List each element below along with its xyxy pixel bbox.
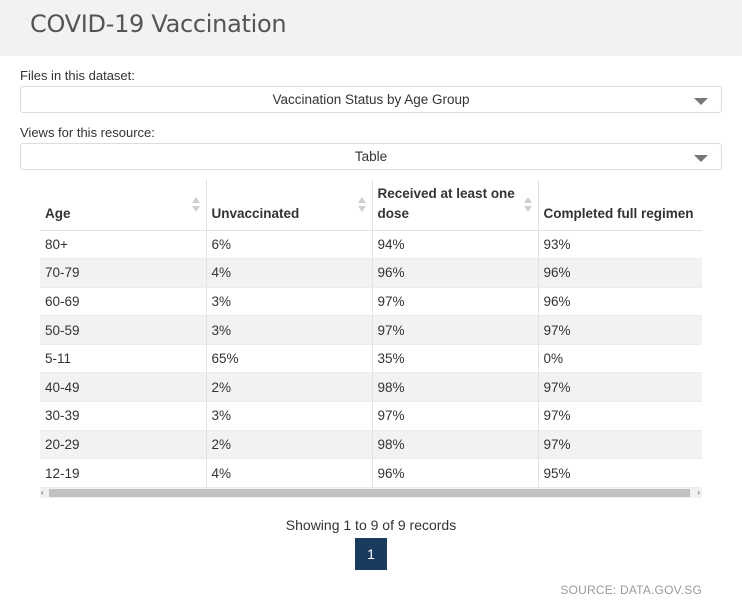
table-cell: 97% [372,315,539,345]
scroll-right-arrow-icon[interactable]: › [697,488,700,497]
table-cell: 40-49 [40,372,207,403]
column-header-label: Unvaccinated [211,205,300,221]
table-cell: 97% [372,401,539,431]
table-cell: 30-39 [40,401,207,431]
table-cell: 65% [206,344,373,374]
records-summary: Showing 1 to 9 of 9 records [285,517,457,533]
source-credit: SOURCE: DATA.GOV.SG [560,583,702,597]
sort-icon [191,197,200,213]
table-row: 30-39 3% 97% 97% [40,401,702,431]
table-cell: 60-69 [40,287,207,317]
table-row: 60-69 3% 97% 96% [40,287,702,317]
table-cell: 80+ [40,230,207,260]
files-selected-value: Vaccination Status by Age Group [272,92,470,107]
table-row: 50-59 3% 97% 97% [40,315,702,345]
table-cell: 3% [206,287,373,317]
files-label: Files in this dataset: [20,68,135,83]
column-header-one-dose[interactable]: Received at least one dose [372,180,539,231]
table-cell: 3% [206,315,373,345]
column-header-label: Received at least one dose [377,185,515,221]
table-cell: 96% [372,258,539,288]
table-cell: 97% [538,401,702,431]
column-header-age[interactable]: Age [40,180,207,231]
table-cell: 2% [206,430,373,460]
table-cell: 4% [206,258,373,288]
scroll-left-arrow-icon[interactable]: ‹ [41,488,44,497]
data-table: Age Unvaccinated Received at least one d… [40,180,702,488]
table-row: 5-11 65% 35% 0% [40,344,702,374]
table-cell: 97% [372,287,539,317]
table-cell: 98% [372,430,539,460]
dropdown-caret-icon [694,155,708,162]
table-cell: 97% [538,430,702,460]
sort-icon [523,197,532,213]
table-row: 80+ 6% 94% 93% [40,230,702,260]
table-cell: 93% [538,230,702,260]
views-selected-value: Table [354,149,388,164]
table-cell: 35% [372,344,539,374]
table-row: 20-29 2% 98% 97% [40,430,702,460]
table-cell: 50-59 [40,315,207,345]
table-cell: 0% [538,344,702,374]
table-cell: 96% [538,287,702,317]
column-header-full-regimen[interactable]: Completed full regimen [538,180,702,231]
table-cell: 97% [538,315,702,345]
table-cell: 2% [206,372,373,403]
scrollbar-thumb[interactable] [49,489,690,497]
table-row: 12-19 4% 96% 95% [40,458,702,488]
table-cell: 6% [206,230,373,260]
page-header: COVID-19 Vaccination [0,0,742,56]
column-header-unvaccinated[interactable]: Unvaccinated [206,180,373,231]
page-title: COVID-19 Vaccination [30,10,287,38]
dropdown-caret-icon [694,98,708,105]
table-cell: 20-29 [40,430,207,460]
table-cell: 98% [372,372,539,403]
column-header-label: Completed full regimen [543,205,694,221]
table-row: 40-49 2% 98% 97% [40,372,702,403]
column-header-label: Age [45,205,71,221]
table-cell: 96% [538,258,702,288]
views-select[interactable]: Table [20,143,722,170]
table-cell: 96% [372,458,539,488]
page-button-1[interactable]: 1 [355,538,387,570]
horizontal-scrollbar[interactable]: ‹ › [40,488,702,498]
table-cell: 97% [538,372,702,403]
table-cell: 4% [206,458,373,488]
table-cell: 94% [372,230,539,260]
table-cell: 12-19 [40,458,207,488]
table-header-row: Age Unvaccinated Received at least one d… [40,180,702,231]
table-cell: 5-11 [40,344,207,374]
data-table-container: Age Unvaccinated Received at least one d… [40,180,702,498]
table-row: 70-79 4% 96% 96% [40,258,702,288]
table-cell: 3% [206,401,373,431]
table-cell: 95% [538,458,702,488]
views-label: Views for this resource: [20,125,155,140]
files-select[interactable]: Vaccination Status by Age Group [20,86,722,113]
sort-icon [357,197,366,213]
table-cell: 70-79 [40,258,207,288]
